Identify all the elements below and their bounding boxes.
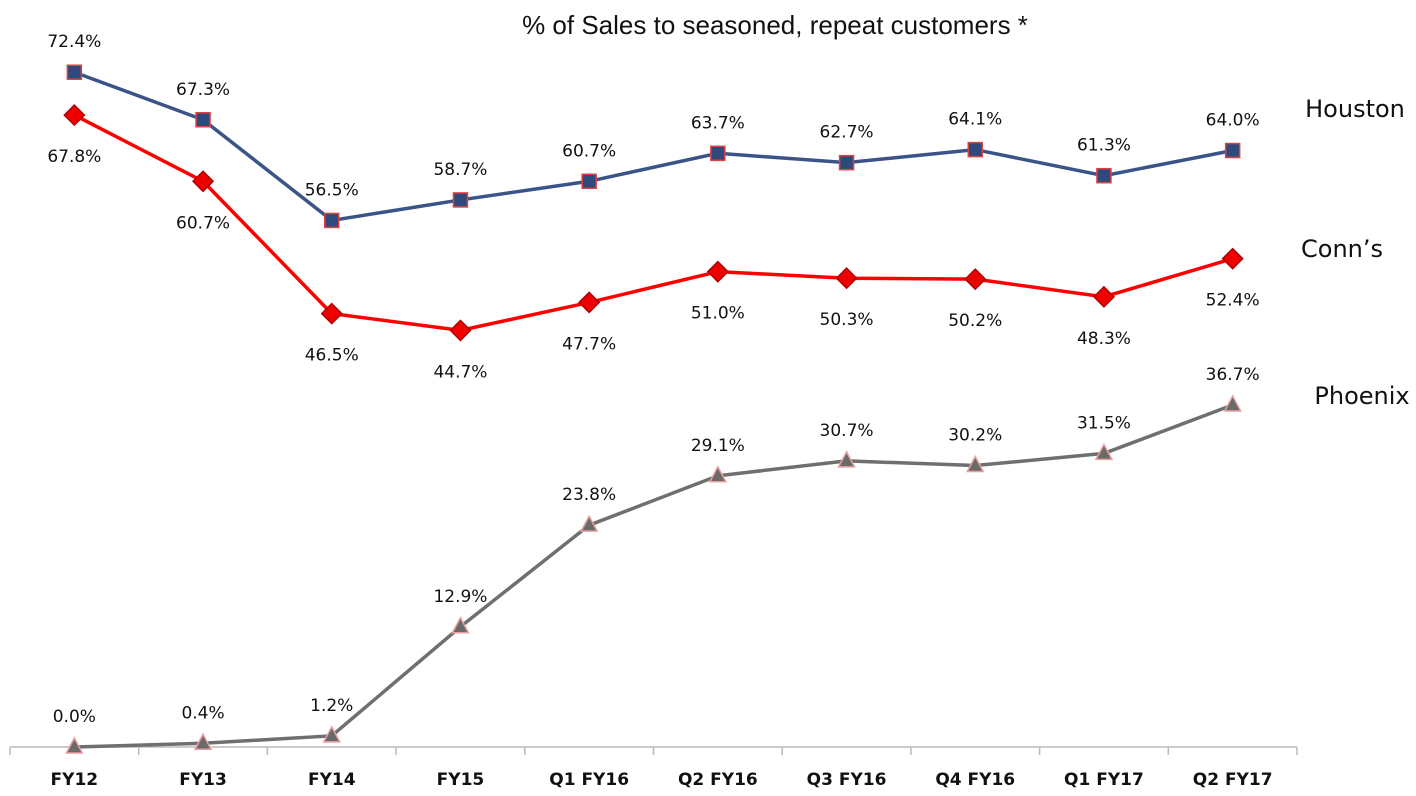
marker [835, 267, 858, 290]
data-label: 60.7% [176, 213, 230, 233]
marker [1094, 442, 1114, 461]
data-label: 50.2% [948, 311, 1002, 331]
marker [706, 260, 729, 283]
marker [1221, 247, 1244, 270]
marker [1224, 142, 1241, 159]
data-label: 48.3% [1077, 329, 1131, 349]
data-label: 23.8% [562, 485, 616, 505]
data-label: 52.4% [1206, 291, 1260, 311]
data-label: 50.3% [820, 310, 874, 330]
marker [578, 291, 601, 314]
series-label: Conn’s [1301, 235, 1383, 263]
data-label: 63.7% [691, 113, 745, 133]
marker [964, 268, 987, 291]
data-label: 36.7% [1206, 365, 1260, 385]
data-label: 72.4% [47, 32, 101, 52]
data-label: 47.7% [562, 334, 616, 354]
marker [66, 64, 83, 80]
data-label: 62.7% [820, 123, 874, 143]
x-tick-label: FY12 [51, 770, 99, 790]
x-tick-label: FY13 [179, 770, 227, 790]
series-label: Phoenix [1314, 382, 1409, 410]
marker [322, 725, 341, 743]
marker [1223, 394, 1242, 412]
marker [710, 145, 726, 162]
marker [708, 465, 728, 483]
marker [967, 141, 983, 158]
data-label: 46.5% [305, 346, 359, 366]
data-label: 67.8% [47, 147, 101, 167]
marker [838, 154, 855, 171]
marker [63, 104, 86, 127]
data-label: 1.2% [310, 696, 353, 716]
marker [195, 112, 211, 128]
x-tick-label: Q1 FY17 [1064, 770, 1144, 790]
marker [1092, 285, 1116, 308]
series-label: Houston [1305, 95, 1405, 123]
data-label: 56.5% [305, 180, 359, 200]
x-tick-label: Q3 FY16 [807, 770, 887, 790]
marker [193, 732, 213, 751]
marker [837, 450, 856, 468]
data-label: 64.1% [948, 110, 1002, 130]
marker [579, 514, 599, 532]
data-label: 29.1% [691, 436, 745, 456]
data-label: 12.9% [433, 587, 487, 607]
marker [320, 302, 343, 325]
x-tick-label: Q4 FY16 [935, 770, 1015, 790]
marker [451, 616, 470, 634]
marker [65, 736, 84, 754]
data-label: 0.4% [181, 703, 224, 723]
x-tick-label: Q1 FY16 [549, 770, 629, 790]
series-line [74, 403, 1234, 749]
data-label: 58.7% [433, 160, 487, 180]
marker [191, 170, 215, 193]
x-tick-label: FY14 [308, 770, 356, 790]
data-label: 31.5% [1077, 413, 1131, 433]
chart-title: % of Sales to seasoned, repeat customers… [522, 10, 1028, 40]
data-label: 30.2% [948, 426, 1002, 446]
data-label: 64.0% [1206, 111, 1260, 131]
marker [1096, 167, 1112, 184]
data-label: 44.7% [433, 362, 487, 382]
data-label: 67.3% [176, 80, 230, 100]
series-line [73, 113, 1234, 333]
marker [581, 173, 597, 190]
x-tick-label: Q2 FY16 [678, 770, 758, 790]
marker [324, 212, 340, 229]
x-tick-label: FY15 [437, 770, 485, 790]
series-line [73, 70, 1233, 223]
data-label: 60.7% [562, 141, 616, 161]
data-label: 0.0% [53, 707, 96, 727]
data-label: 61.3% [1077, 136, 1131, 156]
data-label: 30.7% [820, 421, 874, 441]
marker [966, 454, 985, 473]
marker [449, 319, 472, 342]
x-tick-label: Q2 FY17 [1193, 770, 1273, 790]
data-label: 51.0% [691, 304, 745, 324]
marker [452, 192, 469, 208]
